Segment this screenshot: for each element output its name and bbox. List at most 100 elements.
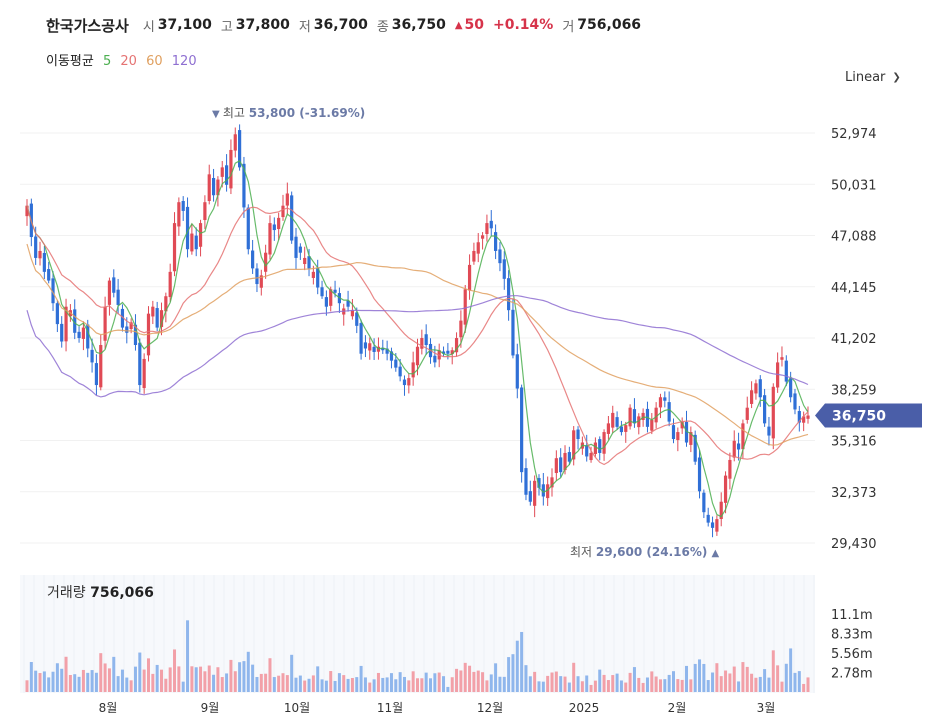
volume-bar — [199, 666, 203, 692]
candle — [589, 452, 593, 461]
open-value: 37,100 — [157, 17, 212, 33]
x-tick-label: 2월 — [668, 701, 687, 715]
candle — [107, 280, 112, 305]
candle — [233, 134, 237, 151]
candle — [190, 233, 194, 252]
ma-line-20 — [26, 205, 809, 466]
candle — [680, 421, 684, 429]
candle — [459, 320, 463, 338]
candle — [689, 432, 693, 445]
candle — [60, 323, 64, 342]
volume-bar — [685, 665, 689, 692]
candle — [307, 256, 311, 269]
candle — [554, 458, 558, 474]
candle — [658, 397, 663, 408]
volume-bar — [784, 663, 788, 692]
candle — [198, 223, 203, 247]
candle — [51, 278, 55, 304]
volume-bar — [459, 670, 463, 692]
volume-bar — [485, 680, 489, 692]
volume-bar — [698, 659, 702, 692]
candle — [533, 480, 537, 506]
y-tick-label: 41,202 — [831, 332, 877, 347]
candle — [728, 459, 732, 479]
candle — [563, 452, 567, 471]
candle — [159, 310, 164, 328]
open-label: 시 — [142, 19, 155, 35]
volume-bar — [767, 677, 771, 692]
candle — [480, 235, 485, 239]
volume-bar — [125, 677, 129, 692]
volume-bar — [368, 682, 372, 692]
volume-bar — [259, 673, 263, 692]
candle — [394, 359, 398, 368]
volume-bar — [463, 662, 467, 692]
volume-bar — [758, 676, 762, 692]
volume-bar — [268, 658, 272, 692]
candle — [151, 306, 155, 317]
candle — [320, 287, 324, 297]
candle — [611, 412, 615, 428]
volume-bar — [567, 682, 571, 692]
volume-bar — [797, 671, 801, 692]
volume-bar — [632, 667, 636, 692]
candle — [138, 342, 142, 386]
candle — [350, 310, 355, 317]
candle — [229, 149, 233, 189]
candle — [259, 275, 263, 288]
candle — [489, 220, 493, 229]
volume-bar — [715, 663, 719, 692]
candle — [333, 289, 337, 293]
stock-name: 한국가스공사 — [46, 16, 129, 35]
candle — [415, 346, 420, 366]
candle — [767, 426, 771, 436]
candle — [311, 271, 315, 278]
candle — [372, 346, 376, 352]
candle — [94, 363, 99, 386]
volume-bar — [238, 662, 242, 692]
candle — [264, 252, 268, 272]
candle — [494, 232, 498, 251]
volume-bar — [355, 677, 359, 692]
candle — [86, 324, 90, 349]
candle — [485, 223, 489, 234]
candle — [637, 416, 641, 428]
candle — [420, 338, 424, 349]
volume-bar — [225, 673, 229, 692]
candle — [676, 432, 680, 441]
volume-bar — [515, 640, 519, 692]
volume-bar — [116, 676, 120, 692]
candle — [381, 347, 385, 351]
candle — [181, 200, 185, 211]
volume-bar — [693, 663, 697, 692]
volume-bar — [424, 672, 428, 692]
candle — [64, 306, 68, 342]
moving-average-legend[interactable]: 이동평균 5 20 60 120 — [46, 50, 202, 69]
candle — [277, 217, 281, 230]
candle — [763, 395, 767, 424]
volume-bar — [771, 650, 775, 692]
volume-bar — [468, 665, 472, 692]
candle — [203, 202, 207, 221]
scale-selector[interactable]: Linear ❯ — [845, 70, 901, 85]
candle — [624, 425, 628, 432]
x-tick-label: 9월 — [201, 701, 220, 715]
volume-bar — [203, 671, 207, 692]
candle — [797, 411, 801, 423]
volume-bar — [264, 673, 268, 692]
candle — [25, 205, 29, 217]
volume-tick-label: 11.1m — [831, 608, 873, 623]
volume-bar — [81, 669, 85, 692]
volume-bar — [398, 672, 402, 692]
chevron-down-icon: ❯ — [892, 72, 901, 83]
candle — [498, 249, 502, 264]
volume-bar — [389, 673, 393, 692]
volume-bar — [476, 670, 480, 692]
y-tick-label: 44,145 — [831, 281, 877, 296]
candle — [606, 423, 611, 434]
candle — [598, 439, 602, 453]
volume-bar — [611, 675, 615, 692]
candle — [576, 429, 580, 440]
candle — [615, 417, 619, 427]
